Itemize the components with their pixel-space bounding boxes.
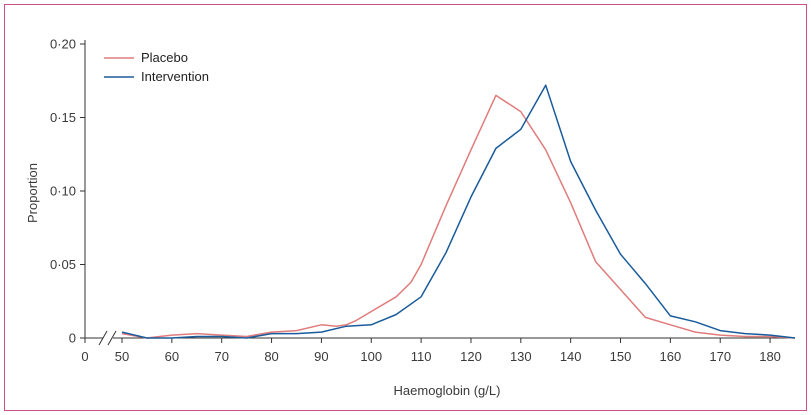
x-tick-label: 70 bbox=[214, 349, 228, 364]
x-axis-title: Haemoglobin (g/L) bbox=[394, 383, 501, 398]
y-tick-label: 0 bbox=[69, 331, 76, 346]
x-tick-label: 80 bbox=[264, 349, 278, 364]
y-tick-label: 0·20 bbox=[50, 37, 76, 52]
y-tick-label: 0·15 bbox=[50, 110, 76, 125]
x-tick-label: 100 bbox=[360, 349, 382, 364]
x-tick-label: 120 bbox=[460, 349, 482, 364]
chart-frame bbox=[4, 4, 807, 411]
x-tick-label: 150 bbox=[610, 349, 632, 364]
x-tick-label: 90 bbox=[314, 349, 328, 364]
legend: Placebo Intervention bbox=[104, 50, 209, 84]
x-tick-label: 140 bbox=[560, 349, 582, 364]
y-tick-label: 0·10 bbox=[50, 184, 76, 199]
y-tick-label: 0·05 bbox=[50, 257, 76, 272]
x-tick-label: 0 bbox=[81, 349, 88, 364]
x-tick-label: 50 bbox=[115, 349, 129, 364]
axis-break-mark bbox=[107, 330, 117, 346]
series-line-placebo bbox=[121, 94, 796, 339]
axes: 0 0·05 0·10 0·15 0·20 0 50 60 70 80 90 100 110 120 130… bbox=[50, 37, 795, 364]
legend-label-placebo: Placebo bbox=[141, 50, 188, 65]
series-line-intervention bbox=[121, 84, 796, 339]
x-tick-label: 170 bbox=[709, 349, 731, 364]
series-layer bbox=[121, 84, 796, 339]
x-tick-label: 60 bbox=[165, 349, 179, 364]
axis-break-mark bbox=[98, 330, 108, 346]
x-tick-label: 110 bbox=[411, 349, 432, 364]
x-tick-label: 180 bbox=[759, 349, 781, 364]
x-tick-label: 160 bbox=[660, 349, 682, 364]
legend-label-intervention: Intervention bbox=[141, 69, 209, 84]
x-tick-label: 130 bbox=[510, 349, 532, 364]
y-axis-title: Proportion bbox=[25, 163, 40, 223]
